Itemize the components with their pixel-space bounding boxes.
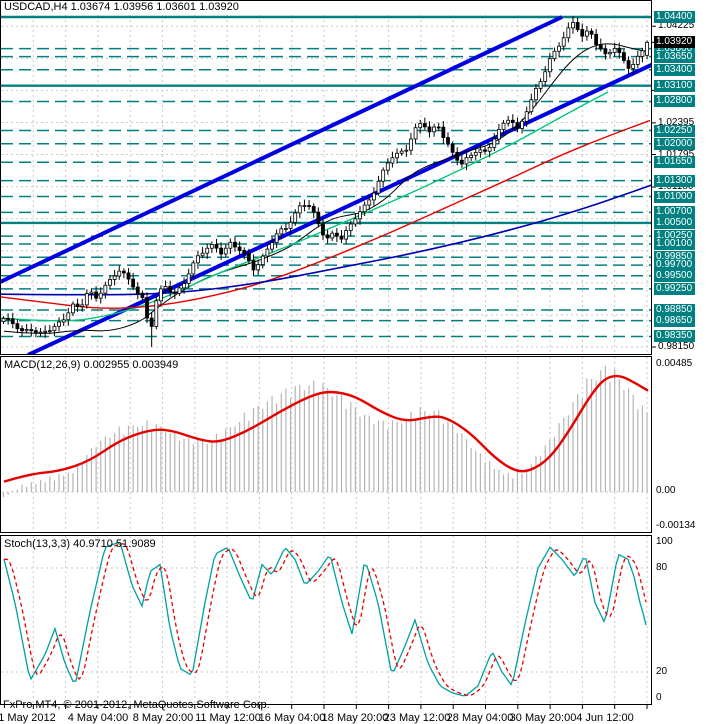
price-level-badge: 1.01300 <box>654 174 696 187</box>
time-axis-label: 30 May 20:00 <box>509 712 577 724</box>
time-scale[interactable]: 1 May 2012 4 May 04:00 8 May 20:00 11 May 1… <box>0 705 712 724</box>
stoch-scale-label: 0 <box>656 692 662 703</box>
price-level-badge: 1.01000 <box>654 190 696 203</box>
price-scale[interactable]: 1.042251.030101.023951.017951.011800.981… <box>652 0 712 705</box>
time-axis-label: 4 Jun 12:00 <box>576 712 634 724</box>
price-level-badge: 1.02250 <box>654 124 696 137</box>
time-axis-label: 1 May 2012 <box>0 712 56 724</box>
ma-fast-black <box>3 43 649 334</box>
trend-channel-lower <box>27 62 651 354</box>
grid-price-label: 1.04225 <box>658 20 695 32</box>
price-level-badge: 1.00100 <box>654 238 696 251</box>
macd-scale-label: 0.00 <box>656 485 676 496</box>
main-price-panel <box>1 15 651 354</box>
ma-slow-navy <box>1 184 651 296</box>
quote-header: USDCAD,H4 1.03674 1.03956 1.03601 1.0392… <box>4 1 239 13</box>
price-level-badge: 1.03100 <box>654 79 696 92</box>
stoch-panel <box>1 536 651 704</box>
ma-red <box>1 119 651 309</box>
macd-panel <box>1 357 651 532</box>
stoch-scale-label: 80 <box>656 562 668 573</box>
price-level-badge: 0.99250 <box>654 282 696 295</box>
trend-channel-upper <box>1 15 563 284</box>
time-axis-label: 8 May 20:00 <box>132 712 194 724</box>
current-price-badge: 1.03920 <box>654 36 696 49</box>
macd-signal-line <box>3 374 649 483</box>
grid-price-label: 1.01795 <box>658 148 695 160</box>
price-level-badge: 1.03650 <box>654 50 696 63</box>
price-level-badge: 0.98650 <box>654 314 696 327</box>
stoch-scale-label: 100 <box>656 536 673 547</box>
price-level-badge: 1.00500 <box>654 216 696 229</box>
price-level-badge: 1.01650 <box>654 156 696 169</box>
macd-scale-label: 0.00485 <box>656 358 693 369</box>
stoch-signal-line <box>4 543 647 697</box>
price-level-badge: 0.98850 <box>654 304 696 317</box>
grid-price-label: 1.02395 <box>658 116 695 128</box>
price-level-badge: 0.99700 <box>654 259 696 272</box>
time-axis-label: 23 May 12:00 <box>383 712 451 724</box>
ma-green <box>1 91 609 322</box>
price-level-badge: 1.02800 <box>654 95 696 108</box>
stoch-scale-label: 20 <box>656 666 668 677</box>
grid-price-label: 0.98150 <box>658 341 695 352</box>
time-axis-label: 11 May 12:00 <box>195 712 261 724</box>
stoch-indicator-label: Stoch(13,3,3) 40.9710 51.9089 <box>4 538 156 550</box>
time-axis-label: 28 May 04:00 <box>446 712 514 724</box>
time-axis-label: 4 May 04:00 <box>67 712 129 724</box>
price-level-badge: 1.04400 <box>654 11 696 23</box>
price-level-badge: 1.00700 <box>654 206 696 219</box>
price-level-badge: 0.99500 <box>654 269 696 282</box>
copyright-watermark: FxPro MT4, © 2001-2012, MetaQuotes Softw… <box>3 699 270 711</box>
macd-scale-label: -0.00134 <box>656 520 696 531</box>
macd-indicator-label: MACD(12,26,9) 0.002955 0.003949 <box>4 359 179 371</box>
price-level-badge: 1.02000 <box>654 137 696 150</box>
stoch-main-line <box>3 541 647 697</box>
price-level-badge: 1.03400 <box>654 63 696 76</box>
time-axis-label: 16 May 04:00 <box>258 712 326 724</box>
time-axis-label: 18 May 20:00 <box>321 712 389 724</box>
price-level-badge: 0.98350 <box>654 330 696 343</box>
